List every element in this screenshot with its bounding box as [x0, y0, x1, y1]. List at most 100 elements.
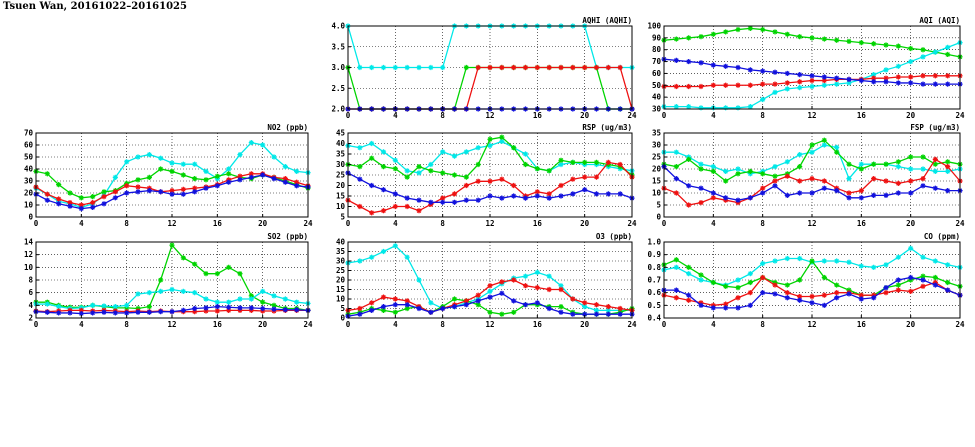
data-point — [570, 177, 575, 182]
data-point — [846, 162, 851, 167]
data-point — [169, 169, 174, 174]
x-tick-label: 24 — [955, 111, 965, 120]
data-point — [772, 90, 777, 95]
data-point — [822, 303, 827, 308]
data-point — [772, 282, 777, 287]
data-point — [920, 82, 925, 87]
data-point — [834, 295, 839, 300]
data-point — [416, 208, 421, 213]
data-point — [237, 296, 242, 301]
data-point — [735, 105, 740, 110]
data-point — [883, 67, 888, 72]
data-point — [147, 304, 152, 309]
data-point — [698, 84, 703, 89]
data-point — [215, 300, 220, 305]
data-point — [393, 302, 398, 307]
data-point — [249, 305, 254, 310]
data-point — [883, 290, 888, 295]
data-point — [686, 84, 691, 89]
data-point — [698, 303, 703, 308]
y-tick-label: 0.4 — [647, 314, 661, 323]
data-point — [760, 171, 765, 176]
data-point — [797, 152, 802, 157]
data-point — [797, 72, 802, 77]
data-point — [883, 162, 888, 167]
data-point — [785, 159, 790, 164]
x-tick-label: 8 — [124, 219, 129, 228]
data-point — [181, 162, 186, 167]
data-point — [945, 52, 950, 57]
data-point — [357, 164, 362, 169]
data-point — [686, 35, 691, 40]
data-point — [674, 104, 679, 109]
data-point — [582, 187, 587, 192]
x-tick-label: 4 — [79, 219, 84, 228]
y-tick-label: 2.5 — [331, 84, 345, 93]
data-point — [169, 192, 174, 197]
data-point — [871, 295, 876, 300]
data-point — [294, 307, 299, 312]
data-point — [393, 310, 398, 315]
data-point — [294, 183, 299, 188]
data-point — [698, 166, 703, 171]
data-point — [357, 312, 362, 317]
data-point — [393, 296, 398, 301]
data-point — [686, 104, 691, 109]
data-point — [464, 175, 469, 180]
y-tick-label: 35 — [336, 150, 345, 159]
x-tick-label: 12 — [485, 111, 494, 120]
data-point — [357, 204, 362, 209]
data-point — [686, 271, 691, 276]
data-point — [723, 105, 728, 110]
data-point — [570, 312, 575, 317]
data-point — [381, 149, 386, 154]
data-point — [357, 145, 362, 150]
data-point — [511, 310, 516, 315]
data-point — [294, 169, 299, 174]
data-point — [945, 288, 950, 293]
data-point — [535, 65, 540, 70]
data-point — [809, 300, 814, 305]
data-point — [135, 310, 140, 315]
data-point — [113, 195, 118, 200]
data-point — [797, 79, 802, 84]
y-tick-label: 60 — [652, 69, 662, 78]
data-point — [809, 142, 814, 147]
data-point — [908, 166, 913, 171]
data-point — [405, 175, 410, 180]
y-tick-label: 0.6 — [647, 288, 661, 297]
chart-rsp: 0 4 8 12 16 20 2451015202530354045RSP (ug/m3) — [336, 123, 637, 228]
y-tick-label: 90 — [652, 33, 662, 42]
x-tick-label: 24 — [955, 219, 965, 228]
data-point — [945, 159, 950, 164]
data-point — [181, 289, 186, 294]
data-point — [809, 258, 814, 263]
data-point — [511, 145, 516, 150]
data-point — [772, 291, 777, 296]
y-tick-label: 50 — [652, 81, 662, 90]
data-point — [785, 256, 790, 261]
data-point — [674, 176, 679, 181]
data-point — [772, 178, 777, 183]
x-tick-label: 8 — [760, 111, 765, 120]
y-tick-label: 3.5 — [331, 42, 345, 51]
data-point — [945, 82, 950, 87]
data-point — [487, 179, 492, 184]
y-tick-label: 80 — [652, 45, 662, 54]
data-point — [748, 195, 753, 200]
data-point — [920, 73, 925, 78]
data-point — [369, 65, 374, 70]
data-point — [785, 32, 790, 37]
data-point — [169, 243, 174, 248]
data-point — [822, 83, 827, 88]
data-point — [416, 170, 421, 175]
data-point — [809, 84, 814, 89]
x-tick-label: 20 — [906, 111, 916, 120]
y-tick-label: 10 — [24, 201, 34, 210]
y-tick-label: 20 — [336, 276, 346, 285]
data-point — [846, 176, 851, 181]
data-point — [698, 186, 703, 191]
y-tick-label: 70 — [652, 57, 662, 66]
data-point — [883, 178, 888, 183]
data-point — [871, 162, 876, 167]
